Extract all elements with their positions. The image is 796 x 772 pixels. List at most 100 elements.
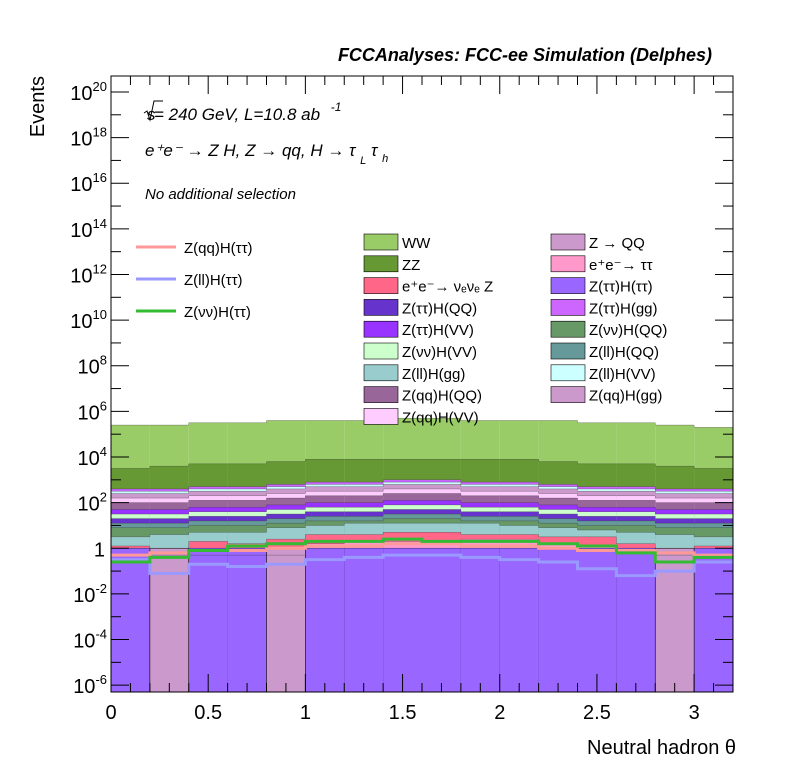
bar (383, 548, 422, 692)
bar (227, 548, 267, 692)
energy-text: = 240 GeV, L=10.8 ab (154, 105, 320, 124)
annotation-process: e⁺e⁻ → Z H, Z → qq, H → τ L τ h (145, 141, 388, 168)
bar (460, 548, 500, 692)
y-tick-label: 10-4 (73, 627, 107, 653)
x-tick-label: 2.5 (583, 702, 611, 724)
layer-edge (111, 500, 733, 510)
layer-edge (111, 459, 733, 469)
legend-box-label: Z(qq)H(gg) (589, 388, 662, 405)
signal-lines (111, 537, 733, 578)
sqrt-s-letter: s (147, 105, 156, 124)
legend-box-label: Z(ll)H(QQ) (589, 344, 659, 361)
legend-box-swatch (550, 233, 586, 251)
legend-box-swatch (550, 342, 586, 360)
legend-box-swatch (363, 386, 399, 403)
layer-edge (111, 532, 733, 549)
svg-text:= 240 GeV, L=10.8 ab -1: = 240 GeV, L=10.8 ab -1 (154, 100, 341, 124)
annotation-selection: No additional selection (145, 186, 296, 203)
legend-box-label: Z(ττ)H(QQ) (402, 300, 477, 317)
bar (422, 548, 461, 692)
bar (616, 548, 656, 692)
bar (111, 548, 150, 692)
legend-box-label: Z(ττ)H(VV) (402, 322, 474, 339)
series-z-h- (111, 548, 733, 692)
layer-edge (111, 488, 733, 499)
process-text: e⁺e⁻ → Z H, Z → qq, H → τ (145, 141, 357, 160)
y-tick-label: 108 (78, 353, 107, 379)
y-tick-label: 10-6 (73, 672, 107, 698)
axes: 0 0.5 1 1.5 2 2.5 3 1020 1018 1016 1014 1012 1010 108… (70, 76, 734, 724)
signal-line-z-h- (111, 537, 733, 564)
bar (188, 548, 228, 692)
legend-signal: Z(qq)H(ττ) Z(ll)H(ττ) Z(νν)H(ττ) (136, 240, 253, 321)
bar (305, 548, 345, 692)
bar (694, 548, 733, 692)
legend-box-label: Z → QQ (589, 235, 645, 252)
legend-box-swatch (550, 299, 586, 316)
legend-box-label: Z(ττ)H(gg) (589, 300, 658, 317)
layer-edge (111, 522, 733, 538)
tau-subscript-2: h (382, 153, 388, 165)
x-tick-label: 1 (300, 702, 311, 724)
x-tick-label: 2 (494, 702, 505, 724)
layer-edge (111, 481, 733, 492)
y-tick-label: 102 (78, 490, 107, 516)
tau-second: τ (371, 141, 379, 160)
layer-edge (111, 513, 733, 524)
bar (499, 548, 539, 692)
y-tick-label: 1020 (70, 79, 107, 105)
signal-line-z-ll-h- (111, 553, 733, 578)
legend-box-label: WW (402, 235, 431, 252)
legend-box-swatch (550, 364, 586, 382)
y-tick-label: 1012 (70, 261, 107, 287)
legend-box-label: Z(ll)H(gg) (402, 366, 465, 383)
layer-edge (111, 493, 733, 503)
legend-box-label: Z(qq)H(QQ) (402, 388, 482, 405)
legend-box-swatch (550, 277, 586, 294)
legend-box-label: Z(νν)H(QQ) (589, 322, 667, 339)
legend-box-label: Z(νν)H(VV) (402, 344, 477, 361)
legend-box-label: ZZ (402, 257, 420, 274)
bar (344, 548, 384, 692)
y-tick-label: 1016 (70, 170, 107, 196)
legend-box-label: e⁺e⁻→ ττ (589, 257, 653, 274)
legend-box-label: Z(ll)H(VV) (589, 366, 656, 383)
legend-box-label: Z(ττ)H(ττ) (589, 279, 653, 296)
layer-edge (111, 509, 733, 519)
layer-edge (111, 484, 733, 494)
y-tick-label: 1018 (70, 125, 107, 151)
legend-box-swatch (363, 299, 399, 316)
legend-box-swatch (363, 277, 399, 294)
layer-edge (111, 479, 733, 490)
legend-box-swatch (363, 233, 399, 251)
lumi-exponent: -1 (331, 100, 342, 114)
sqrt-radical (143, 100, 163, 122)
bar (149, 547, 190, 693)
legend-backgrounds: WW Z → QQ ZZ e⁺e⁻→ ττ e⁺e⁻→ νₑνₑ Z Z(ττ)H(ττ)… (363, 233, 667, 426)
legend-line-label: Z(νν)H(ττ) (184, 304, 251, 321)
y-tick-label: 104 (78, 444, 107, 470)
legend-box-label: e⁺e⁻→ νₑνₑ Z (402, 279, 493, 296)
legend-box-swatch (363, 255, 399, 273)
legend-box-swatch (550, 386, 586, 403)
y-tick-label: 106 (78, 398, 107, 424)
bar (538, 548, 578, 692)
layer-edge (111, 504, 733, 515)
layer-edge (111, 518, 733, 528)
y-tick-label: 1010 (70, 307, 107, 333)
x-tick-label: 0.5 (194, 702, 222, 724)
bar (266, 547, 306, 693)
tau-subscript-1: L (360, 155, 366, 167)
legend-box-swatch (550, 320, 586, 338)
annotation-energy: = 240 GeV, L=10.8 ab -1 s (143, 100, 341, 124)
chart-title: FCCAnalyses: FCC-ee Simulation (Delphes) (338, 45, 712, 65)
y-tick-label: 1014 (70, 216, 107, 242)
y-axis-label: Events (27, 76, 49, 137)
legend-box-swatch (550, 255, 586, 273)
legend-box-swatch (363, 408, 399, 425)
legend-box-label: Z(qq)H(VV) (402, 409, 479, 426)
legend-box-swatch (363, 342, 399, 360)
legend-box-swatch (363, 364, 399, 382)
bar (577, 548, 617, 692)
x-axis-label: Neutral hadron θ (587, 737, 736, 759)
